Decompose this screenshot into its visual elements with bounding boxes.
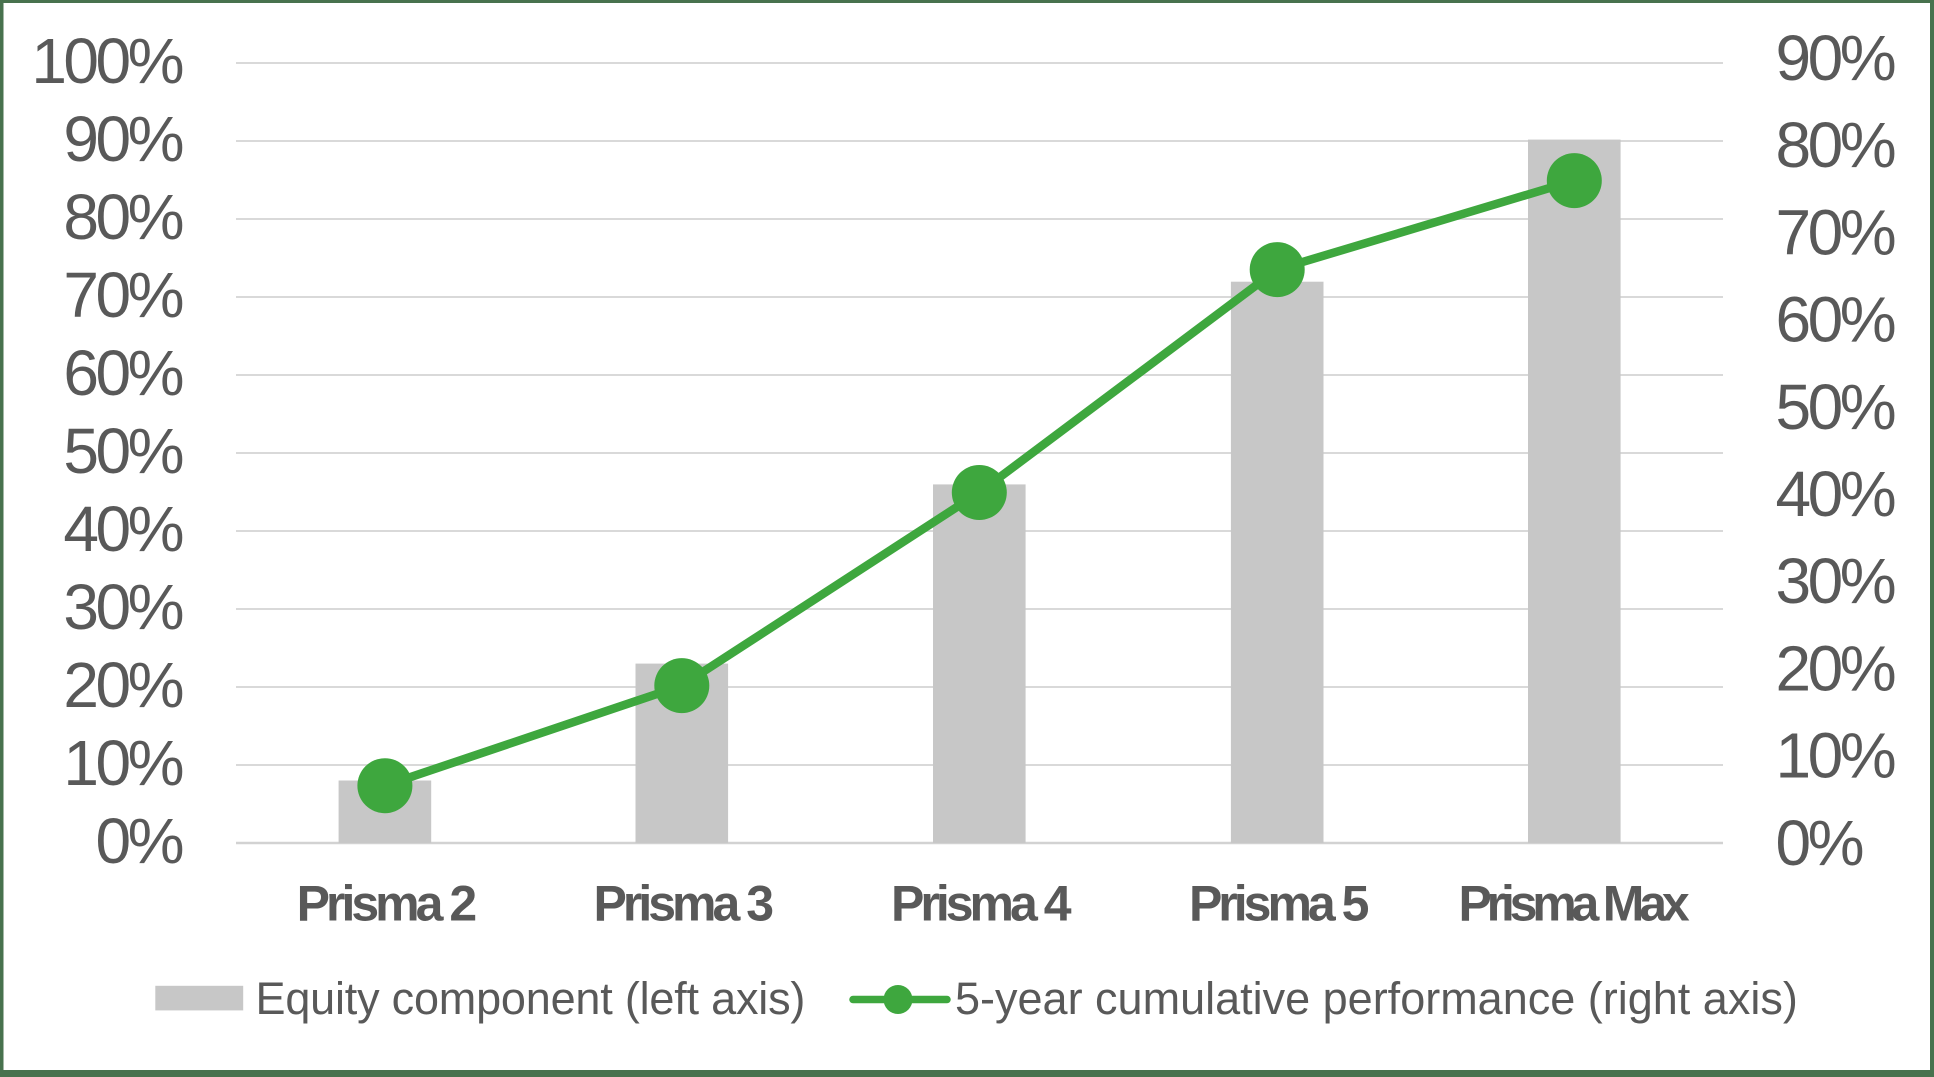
svg-text:60%: 60% bbox=[1776, 284, 1895, 356]
svg-text:70%: 70% bbox=[1776, 196, 1895, 268]
svg-text:90%: 90% bbox=[1776, 22, 1895, 94]
svg-text:100%: 100% bbox=[31, 25, 182, 97]
svg-text:30%: 30% bbox=[63, 571, 182, 643]
svg-text:20%: 20% bbox=[1776, 632, 1895, 704]
svg-text:0%: 0% bbox=[96, 805, 183, 877]
svg-text:0%: 0% bbox=[1776, 807, 1863, 879]
svg-text:60%: 60% bbox=[63, 337, 182, 409]
svg-text:50%: 50% bbox=[1776, 371, 1895, 443]
svg-text:90%: 90% bbox=[63, 103, 182, 175]
svg-text:30%: 30% bbox=[1776, 545, 1895, 617]
svg-text:Prisma 2: Prisma 2 bbox=[297, 876, 476, 932]
svg-text:40%: 40% bbox=[63, 493, 182, 565]
svg-text:10%: 10% bbox=[1776, 720, 1895, 792]
svg-text:Prisma 3: Prisma 3 bbox=[594, 876, 773, 932]
svg-text:50%: 50% bbox=[63, 415, 182, 487]
svg-text:5-year cumulative performance: 5-year cumulative performance (right axi… bbox=[955, 973, 1798, 1024]
svg-text:10%: 10% bbox=[63, 727, 182, 799]
svg-text:Prisma 4: Prisma 4 bbox=[891, 876, 1072, 932]
svg-text:Equity component (left axis): Equity component (left axis) bbox=[256, 973, 806, 1024]
svg-text:80%: 80% bbox=[1776, 109, 1895, 181]
svg-text:20%: 20% bbox=[63, 649, 182, 721]
svg-text:70%: 70% bbox=[63, 259, 182, 331]
svg-text:Prisma Max: Prisma Max bbox=[1459, 876, 1690, 932]
svg-text:40%: 40% bbox=[1776, 458, 1895, 530]
svg-text:80%: 80% bbox=[63, 181, 182, 253]
svg-text:Prisma 5: Prisma 5 bbox=[1189, 876, 1369, 932]
